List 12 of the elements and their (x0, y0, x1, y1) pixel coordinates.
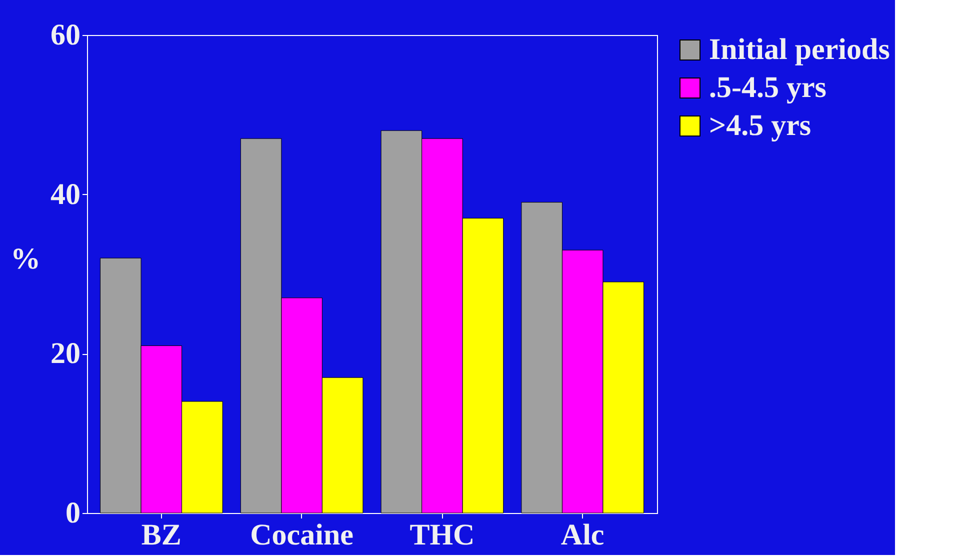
y-tick-label: 0 (66, 496, 80, 530)
y-tick-label: 20 (50, 337, 80, 370)
legend-label: Initial periods (709, 33, 890, 66)
x-tick-label: THC (410, 518, 475, 552)
x-tick-label: Alc (560, 518, 604, 552)
y-tick-label: 40 (50, 178, 80, 211)
x-tick-label: Cocaine (250, 518, 354, 552)
legend-label: .5-4.5 yrs (709, 71, 826, 104)
y-axis-title: % (10, 242, 40, 276)
legend-label: >4.5 yrs (709, 109, 812, 142)
y-tick-label: 60 (50, 18, 80, 52)
x-tick-label: BZ (141, 518, 182, 552)
